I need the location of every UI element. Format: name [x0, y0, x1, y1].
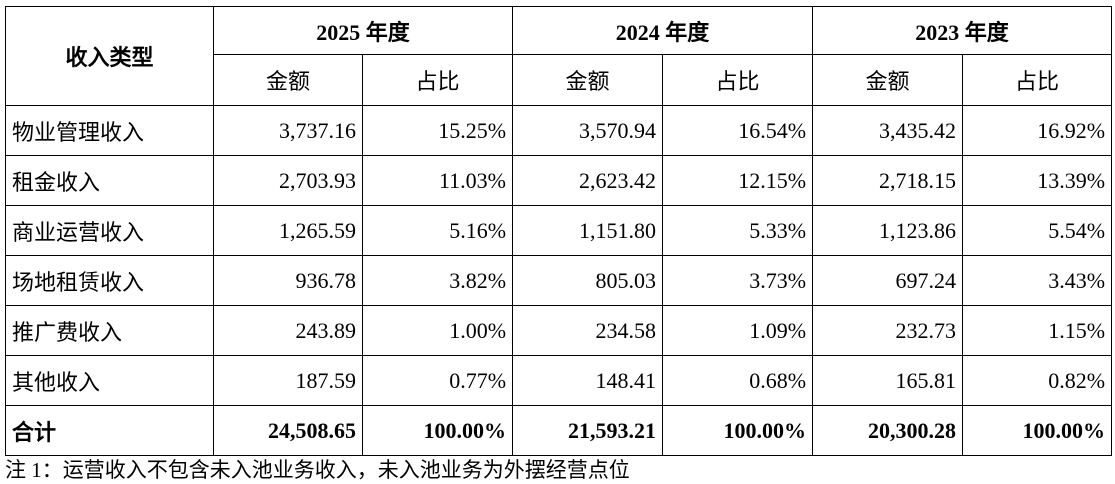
cell: 3.73% [662, 255, 814, 306]
data-row: 场地租赁收入 936.78 3.82% 805.03 3.73% 697.24 3.43% [5, 255, 1113, 306]
period-header: 2023 年度 [812, 6, 1113, 55]
cell: 3,570.94 [512, 105, 664, 156]
row-label: 合计 [5, 405, 214, 456]
row-label: 场地租赁收入 [5, 255, 214, 306]
cell: 100.00% [962, 405, 1113, 456]
cell: 1.00% [361, 305, 514, 356]
revenue-table: 收入类型 2025 年度 2024 年度 2023 年度 金额 占比 金额 占比 金额 占比 … [5, 6, 1113, 456]
cell: 100.00% [662, 405, 814, 456]
cell: 1.09% [662, 305, 814, 356]
period-header: 2025 年度 [212, 6, 514, 55]
cell: 5.33% [662, 205, 814, 256]
period-header: 2024 年度 [512, 6, 814, 55]
cell: 148.41 [512, 355, 664, 406]
column-header: 占比 [662, 54, 814, 106]
cell: 100.00% [361, 405, 514, 456]
cell: 3.82% [361, 255, 514, 306]
cell: 2,623.42 [512, 155, 664, 206]
cell: 12.15% [662, 155, 814, 206]
cell: 15.25% [361, 105, 514, 156]
cell: 21,593.21 [512, 405, 664, 456]
column-header: 占比 [962, 54, 1113, 106]
cell: 2,718.15 [812, 155, 964, 206]
cell: 3.43% [962, 255, 1113, 306]
column-header: 金额 [213, 54, 363, 106]
cell: 1,151.80 [512, 205, 664, 256]
cell: 5.54% [962, 205, 1113, 256]
cell: 5.16% [361, 205, 514, 256]
header-row: 收入类型 2025 年度 2024 年度 2023 年度 [5, 6, 1113, 106]
data-row: 商业运营收入 1,265.59 5.16% 1,151.80 5.33% 1,123.86… [5, 205, 1113, 256]
column-header: 占比 [361, 54, 514, 106]
cell: 234.58 [512, 305, 664, 356]
data-row: 其他收入 187.59 0.77% 148.41 0.68% 165.81 0.82% [5, 355, 1113, 406]
footnote: 注 1：运营收入不包含未入池业务收入，未入池业务为外摆经营点位 [5, 458, 630, 482]
cell: 1.15% [962, 305, 1113, 356]
cell: 1,123.86 [812, 205, 964, 256]
cell: 13.39% [962, 155, 1113, 206]
cell: 2,703.93 [213, 155, 363, 206]
cell: 187.59 [213, 355, 363, 406]
row-label: 租金收入 [5, 155, 214, 206]
row-label: 推广费收入 [5, 305, 214, 356]
cell: 16.92% [962, 105, 1113, 156]
data-row: 租金收入 2,703.93 11.03% 2,623.42 12.15% 2,718.15… [5, 155, 1113, 206]
row-label: 其他收入 [5, 355, 214, 406]
cell: 0.77% [361, 355, 514, 406]
column-header: 金额 [812, 54, 964, 106]
cell: 0.82% [962, 355, 1113, 406]
data-row: 推广费收入 243.89 1.00% 234.58 1.09% 232.73 1.15% [5, 305, 1113, 356]
cell: 24,508.65 [213, 405, 363, 456]
table-body: 物业管理收入 3,737.16 15.25% 3,570.94 16.54% 3,435.… [5, 105, 1113, 456]
cell: 805.03 [512, 255, 664, 306]
total-row: 合计 24,508.65 100.00% 21,593.21 100.00% 20,300… [5, 405, 1113, 456]
cell: 936.78 [213, 255, 363, 306]
row-label: 商业运营收入 [5, 205, 214, 256]
cell: 243.89 [213, 305, 363, 356]
table-header: 收入类型 2025 年度 2024 年度 2023 年度 金额 占比 金额 占比 金额 占比 [5, 6, 1113, 106]
cell: 1,265.59 [213, 205, 363, 256]
cell: 16.54% [662, 105, 814, 156]
cell: 11.03% [361, 155, 514, 206]
column-header: 金额 [512, 54, 664, 106]
cell: 232.73 [812, 305, 964, 356]
cell: 3,435.42 [812, 105, 964, 156]
data-row: 物业管理收入 3,737.16 15.25% 3,570.94 16.54% 3,435.… [5, 105, 1113, 156]
row-label: 物业管理收入 [5, 105, 214, 156]
cell: 20,300.28 [812, 405, 964, 456]
cell: 3,737.16 [213, 105, 363, 156]
cell: 697.24 [812, 255, 964, 306]
cell: 0.68% [662, 355, 814, 406]
row-label-header: 收入类型 [5, 6, 214, 106]
cell: 165.81 [812, 355, 964, 406]
